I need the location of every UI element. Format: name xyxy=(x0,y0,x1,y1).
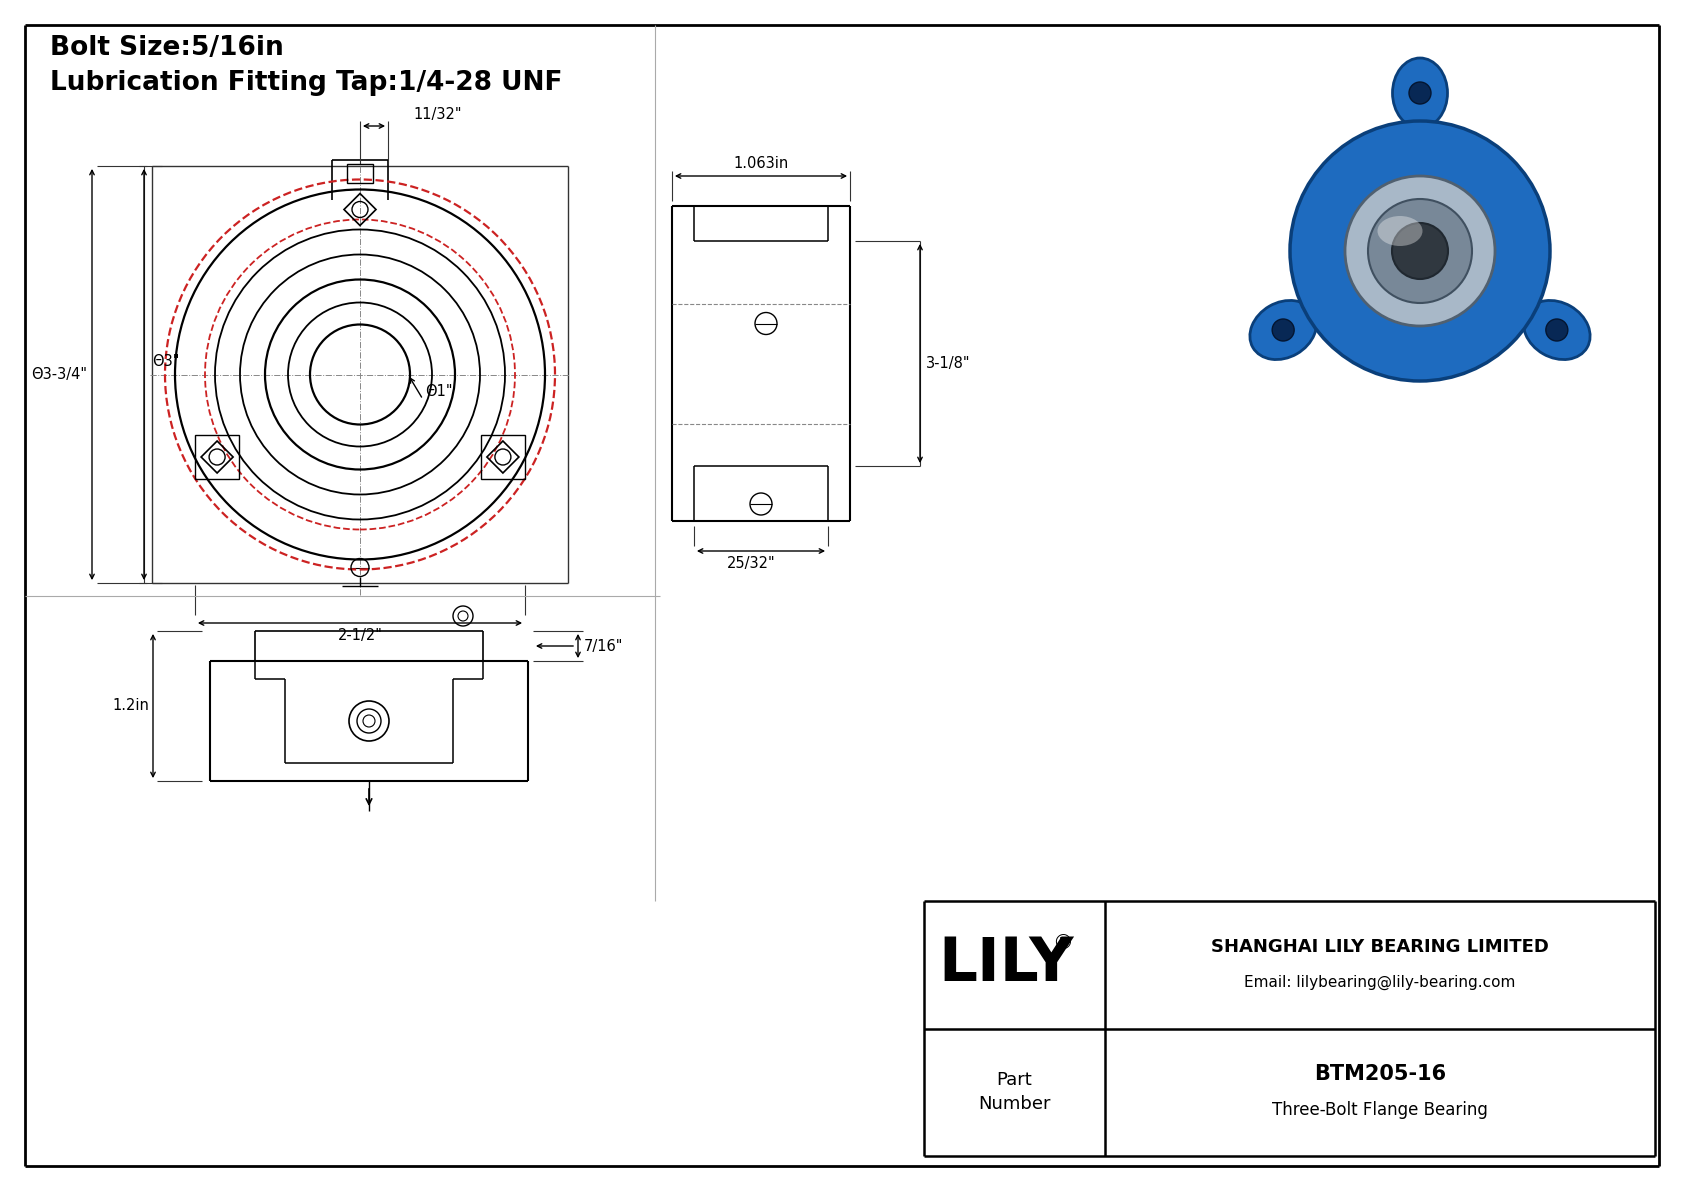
Text: SHANGHAI LILY BEARING LIMITED: SHANGHAI LILY BEARING LIMITED xyxy=(1211,937,1549,955)
Text: Θ1": Θ1" xyxy=(424,385,453,399)
Text: ®: ® xyxy=(1052,933,1073,953)
Ellipse shape xyxy=(1524,300,1590,360)
Circle shape xyxy=(1410,82,1431,104)
Bar xyxy=(482,435,525,479)
Text: 25/32": 25/32" xyxy=(727,556,775,570)
Text: 1.063in: 1.063in xyxy=(733,156,788,172)
Text: Lubrication Fitting Tap:1/4-28 UNF: Lubrication Fitting Tap:1/4-28 UNF xyxy=(51,70,562,96)
Text: Bolt Size:5/16in: Bolt Size:5/16in xyxy=(51,35,283,61)
Text: LILY: LILY xyxy=(938,935,1074,994)
Circle shape xyxy=(1271,319,1295,341)
Text: 1.2in: 1.2in xyxy=(113,698,148,713)
Circle shape xyxy=(1290,121,1549,381)
Text: Three-Bolt Flange Bearing: Three-Bolt Flange Bearing xyxy=(1271,1102,1489,1120)
Circle shape xyxy=(1546,319,1568,341)
Text: Θ3": Θ3" xyxy=(152,355,180,369)
Bar xyxy=(195,435,239,479)
Circle shape xyxy=(1367,199,1472,303)
Text: BTM205-16: BTM205-16 xyxy=(1314,1065,1447,1084)
Text: 3-1/8": 3-1/8" xyxy=(926,356,970,372)
Text: 11/32": 11/32" xyxy=(413,107,461,121)
Ellipse shape xyxy=(1250,300,1317,360)
Text: Part
Number: Part Number xyxy=(978,1072,1051,1114)
Circle shape xyxy=(1346,176,1495,326)
Ellipse shape xyxy=(1378,216,1423,247)
Text: Θ3-3/4": Θ3-3/4" xyxy=(30,367,88,382)
Circle shape xyxy=(1393,223,1448,279)
Text: 2-1/2": 2-1/2" xyxy=(337,628,382,643)
Text: 7/16": 7/16" xyxy=(584,638,623,654)
Text: Email: lilybearing@lily-bearing.com: Email: lilybearing@lily-bearing.com xyxy=(1244,975,1516,991)
Ellipse shape xyxy=(1393,58,1448,127)
